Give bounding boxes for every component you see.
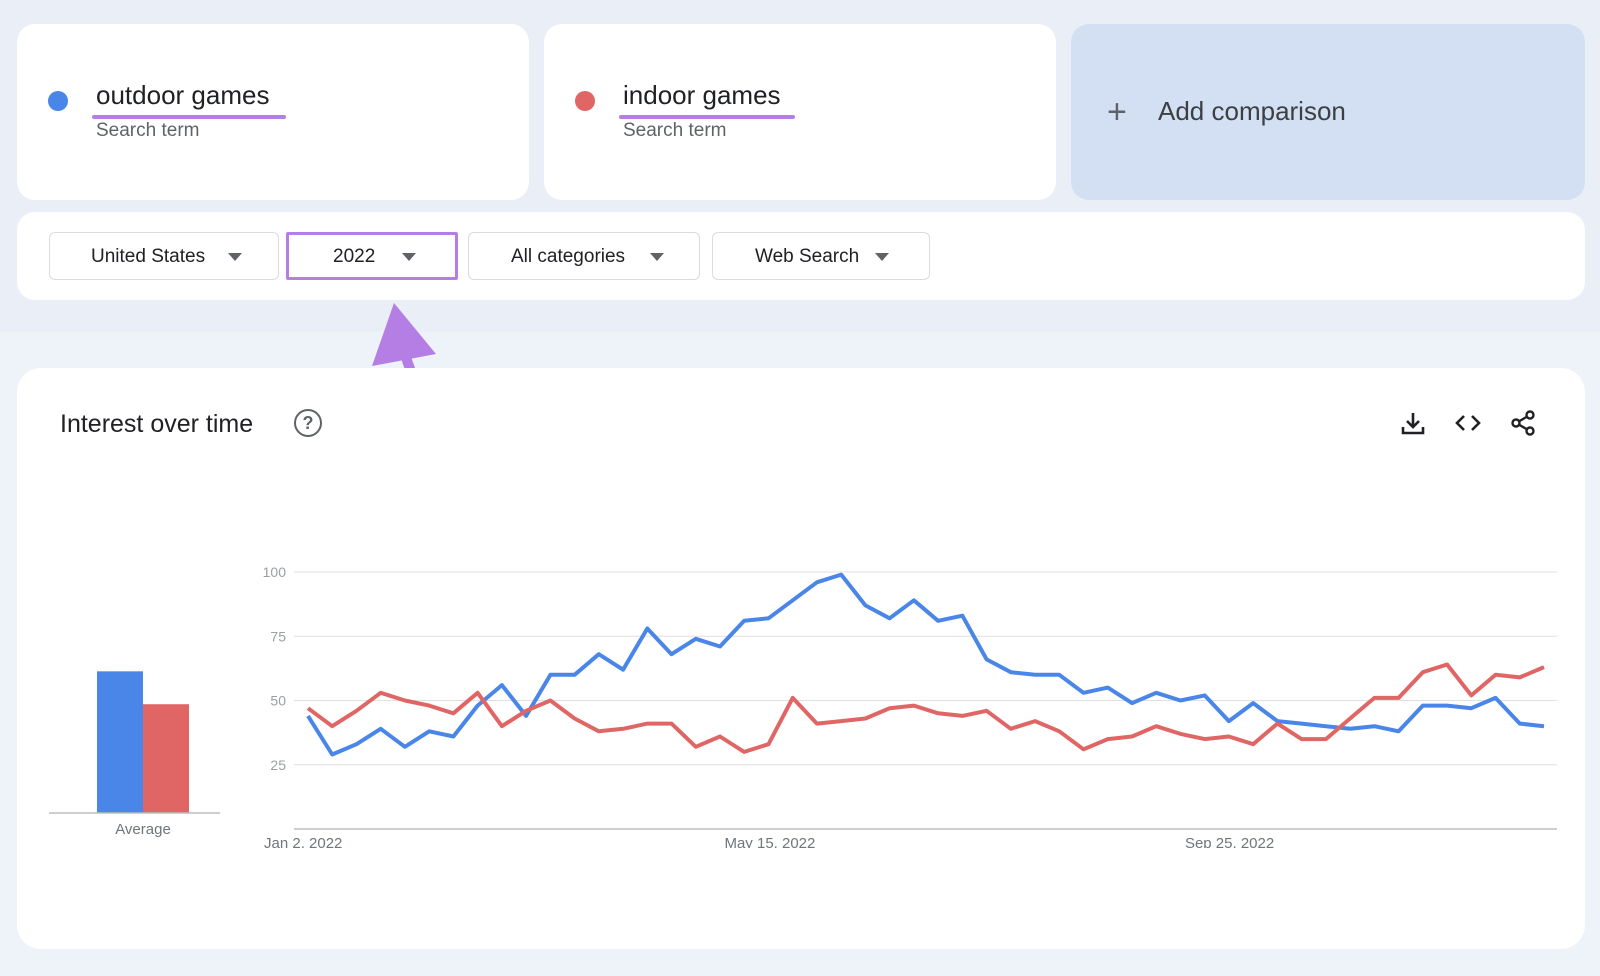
filter-bar: United States 2022 All categories Web Se… (17, 212, 1585, 300)
series-line-1 (306, 662, 1545, 754)
search-term-card-indoor[interactable]: indoor games Search term (544, 24, 1056, 200)
time-range-dropdown-label: 2022 (333, 246, 376, 267)
search-term-name[interactable]: outdoor games (96, 80, 270, 110)
chevron-down-icon (650, 253, 664, 261)
category-dropdown-label: All categories (511, 246, 626, 267)
series-color-dot (48, 91, 68, 111)
chevron-down-icon (402, 253, 416, 261)
chevron-down-icon (228, 253, 242, 261)
y-tick-label: 50 (270, 693, 286, 709)
average-bar-chart: Average (49, 671, 220, 838)
chevron-down-icon (875, 253, 889, 261)
average-bar-1 (143, 704, 189, 813)
chart-title: Interest over time (60, 410, 254, 438)
help-icon[interactable]: ? (294, 409, 322, 437)
search-type-dropdown-label: Web Search (755, 246, 860, 267)
interest-line-chart: 25 50 75 100 Jan 2, 2022 May 15, 2022 Sep 25,… (263, 564, 1557, 848)
region-dropdown-label: United States (91, 246, 206, 267)
search-term-subtitle: Search term (96, 120, 200, 141)
time-range-dropdown[interactable]: 2022 (286, 232, 458, 280)
search-type-dropdown[interactable]: Web Search (712, 232, 930, 280)
y-tick-label: 25 (270, 757, 286, 773)
add-comparison-label: Add comparison (1158, 96, 1346, 126)
share-icon[interactable] (1508, 408, 1538, 438)
average-bar-0 (97, 671, 143, 813)
search-term-subtitle: Search term (623, 120, 727, 141)
add-comparison-button[interactable]: + Add comparison (1071, 24, 1585, 200)
x-tick-label: May 15, 2022 (724, 835, 815, 848)
highlight-underline (619, 115, 795, 119)
category-dropdown[interactable]: All categories (468, 232, 700, 280)
region-dropdown[interactable]: United States (49, 232, 279, 280)
series-line-0 (306, 572, 1545, 757)
search-term-card-outdoor[interactable]: outdoor games Search term (17, 24, 529, 200)
highlight-underline (92, 115, 286, 119)
average-label: Average (115, 821, 171, 838)
download-icon[interactable] (1398, 408, 1428, 438)
y-tick-label: 75 (270, 628, 286, 644)
y-tick-label: 100 (263, 564, 287, 580)
plus-icon: + (1107, 93, 1127, 131)
x-tick-label: Jan 2, 2022 (264, 835, 342, 848)
search-term-name[interactable]: indoor games (623, 80, 781, 110)
embed-code-icon[interactable] (1453, 408, 1483, 438)
series-color-dot (575, 91, 595, 111)
interest-over-time-panel: Interest over time ? Average 25 50 75 100 J… (17, 368, 1585, 949)
x-tick-label: Sep 25, 2022 (1185, 835, 1274, 848)
